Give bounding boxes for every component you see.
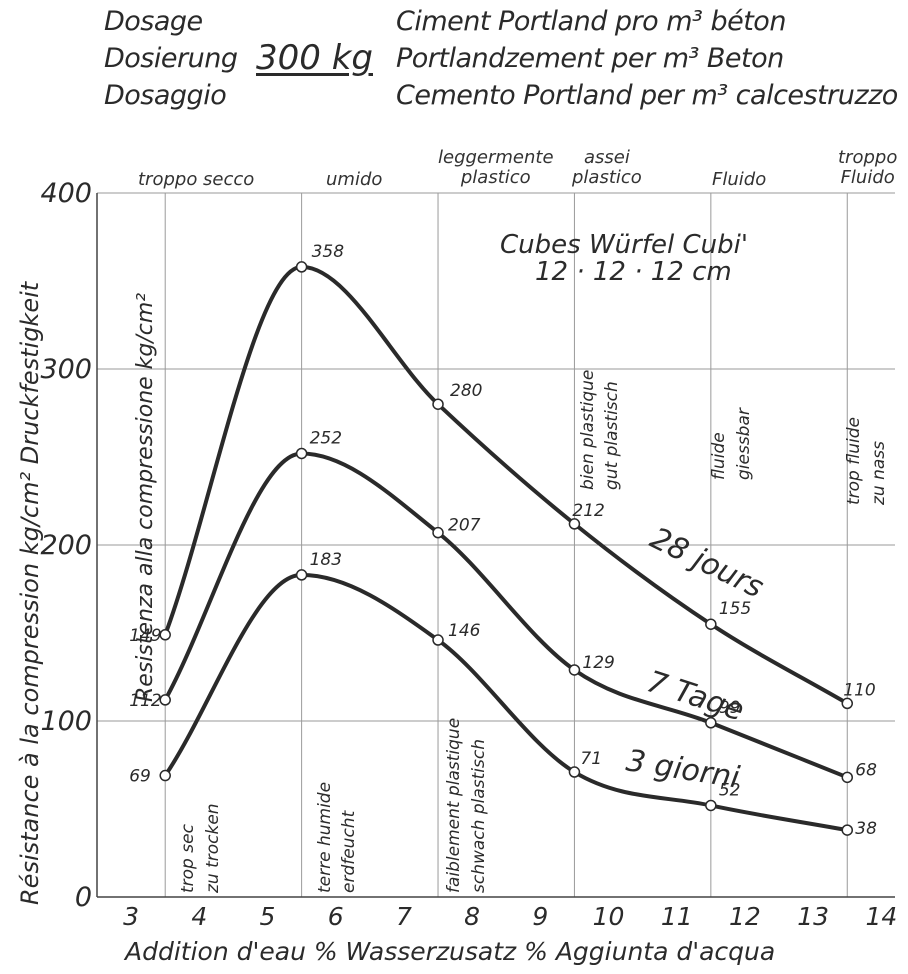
top-label-troppo-fluido: troppo Fluido	[838, 147, 898, 188]
data-label: 358	[312, 242, 345, 262]
header-text-fr: Ciment Portland pro m³ béton	[396, 6, 786, 37]
label-gut-plastisch: gut plastisch	[602, 381, 622, 490]
label-erdfeucht: erdfeucht	[339, 809, 359, 893]
top-label-troppo-secco: troppo secco	[138, 169, 255, 190]
data-label: 68	[855, 760, 877, 780]
top-label-fluido: Fluido	[712, 169, 767, 190]
data-point	[841, 697, 854, 710]
data-label: 71	[580, 749, 602, 769]
data-point	[432, 398, 444, 410]
data-label: 99	[719, 698, 741, 718]
data-label: 155	[719, 599, 751, 619]
data-point	[705, 717, 717, 729]
y-axis-label-inner: Resistenza alla compressione kg/cm²	[133, 293, 158, 702]
data-point	[841, 771, 854, 784]
y-tick-label: 200	[40, 530, 92, 561]
header-label-fr: Dosage	[104, 6, 203, 37]
data-label: 149	[129, 626, 161, 646]
label-trop-sec: trop sec	[178, 823, 198, 893]
data-label: 212	[572, 501, 604, 521]
data-point	[159, 769, 171, 782]
data-label: 129	[582, 653, 614, 673]
y-tick-label: 400	[40, 178, 92, 209]
data-point	[568, 664, 581, 676]
header-label-it: Dosaggio	[104, 80, 227, 111]
data-point	[159, 694, 171, 706]
data-point	[295, 261, 308, 273]
series-label-3-giorni: 3 giorni	[624, 743, 743, 796]
header-dosage-amount: 300 kg	[256, 38, 373, 78]
x-tick-label: 14	[865, 902, 897, 931]
chart-point-labels: 149 358 280 212 155 110 112 252 207 129 99 68 69 183 1…	[129, 242, 877, 839]
header-text-de: Portlandzement per m³ Beton	[396, 43, 784, 74]
data-label: 110	[843, 680, 875, 700]
header-label-de: Dosierung	[104, 43, 238, 74]
y-tick-label: 0	[75, 882, 92, 913]
label-terre-humide: terre humide	[315, 782, 335, 893]
specimen-label-line1: Cubes Würfel Cubi'	[500, 230, 748, 260]
data-label: 146	[448, 621, 481, 641]
chart-points	[159, 261, 854, 836]
x-tick-label: 9	[532, 902, 548, 931]
chart-axes	[96, 193, 895, 898]
label-bien-plastique: bien plastique	[578, 370, 598, 490]
label-schwach-plastisch: schwach plastisch	[469, 739, 489, 893]
header-text-it: Cemento Portland per m³ calcestruzzo	[396, 80, 898, 111]
label-zu-trocken: zu trocken	[203, 803, 223, 894]
x-tick-label: 13	[797, 902, 829, 931]
data-point	[159, 629, 171, 641]
label-faiblement-plastique: faiblement plastique	[444, 718, 464, 893]
data-label: 207	[448, 516, 481, 536]
y-tick-labels: 0 100 200 300 400	[40, 178, 92, 913]
data-label: 252	[310, 428, 342, 448]
x-tick-label: 4	[191, 902, 207, 931]
data-point	[568, 766, 581, 778]
label-giessbar: giessbar	[734, 407, 754, 480]
x-tick-label: 12	[729, 902, 761, 931]
label-fluide: fluide	[709, 432, 729, 480]
x-tick-label: 8	[464, 902, 480, 931]
curve-series-0	[163, 264, 850, 706]
x-tick-labels: 3 4 5 6 7 8 9 10 11 12 13 14	[123, 902, 897, 931]
x-tick-label: 6	[328, 902, 344, 931]
data-point	[705, 799, 717, 812]
top-label-assai-plastico: assei plastico	[572, 147, 642, 188]
data-point	[841, 824, 854, 836]
label-trop-fluide: trop fluide	[844, 417, 864, 505]
label-zu-nass: zu nass	[869, 441, 889, 506]
data-point	[705, 618, 717, 630]
data-label: 38	[855, 819, 877, 839]
specimen-label-line2: 12 · 12 · 12 cm	[535, 257, 732, 287]
data-point	[295, 447, 308, 460]
y-axis-label-outer: Résistance à la compression kg/cm² Druck…	[16, 280, 44, 905]
data-point	[432, 634, 444, 646]
data-label: 280	[450, 381, 482, 401]
data-point	[432, 526, 444, 539]
y-tick-label: 300	[40, 354, 92, 385]
chart-grid	[97, 192, 895, 897]
data-label: 183	[310, 550, 342, 570]
x-axis-label: Addition d'eau % Wasserzusatz % Aggiunta…	[123, 937, 775, 966]
data-point	[568, 518, 581, 530]
top-label-leggermente-plastico: leggermente plastico	[438, 147, 554, 188]
data-point	[295, 569, 308, 581]
x-tick-label: 11	[661, 902, 693, 931]
data-label: 69	[129, 767, 151, 787]
x-tick-label: 5	[260, 902, 276, 931]
x-tick-label: 7	[396, 902, 412, 931]
data-label: 52	[719, 780, 741, 800]
data-label: 112	[129, 691, 161, 711]
top-label-umido: umido	[326, 169, 383, 190]
x-tick-label: 10	[593, 902, 625, 931]
x-tick-label: 3	[123, 902, 139, 931]
y-tick-label: 100	[40, 706, 92, 737]
chart-curves	[163, 264, 850, 833]
